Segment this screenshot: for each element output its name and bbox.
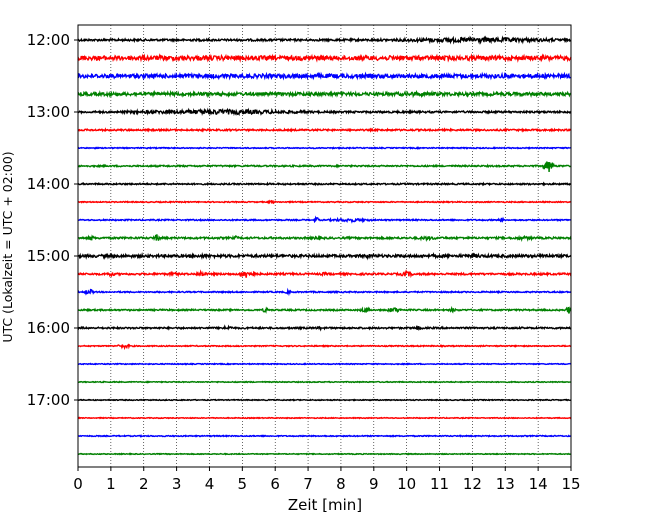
y-tick-label: 13:00 [27, 103, 70, 121]
x-tick-label: 15 [561, 475, 580, 493]
x-tick-label: 13 [496, 475, 515, 493]
x-axis-ticks: 0 1 2 3 4 5 6 7 8 9 10 11 12 13 14 15 [73, 467, 581, 493]
x-tick-label: 10 [397, 475, 416, 493]
trace-1315 [77, 127, 572, 133]
trace-1630 [77, 362, 572, 366]
y-axis-label: UTC (Lokalzeit = UTC + 02:00) [0, 151, 15, 342]
trace-1615 [77, 343, 572, 351]
y-tick-label: 15:00 [27, 247, 70, 265]
trace-1730 [77, 434, 572, 438]
plot-frame [77, 24, 572, 468]
trace-1200 [77, 35, 572, 45]
trace-1715 [77, 416, 572, 420]
trace-1415 [77, 199, 572, 205]
trace-1515 [77, 269, 572, 279]
x-axis-label: Zeit [min] [288, 496, 362, 514]
y-tick-label: 12:00 [27, 31, 70, 49]
trace-1400 [77, 181, 572, 187]
trace-1345 [77, 161, 572, 173]
trace-1230 [77, 71, 572, 81]
trace-1600 [77, 324, 572, 332]
x-tick-label: 1 [106, 475, 116, 493]
x-tick-label: 9 [369, 475, 379, 493]
y-tick-label: 14:00 [27, 175, 70, 193]
y-tick-label: 16:00 [27, 319, 70, 337]
y-axis-ticks: 12:00 13:00 14:00 15:00 16:00 17:00 [27, 31, 78, 409]
trace-1445 [77, 234, 572, 243]
trace-1215 [77, 53, 572, 63]
trace-1430 [77, 215, 572, 224]
x-tick-label: 12 [463, 475, 482, 493]
x-tick-label: 6 [270, 475, 280, 493]
x-tick-label: 11 [430, 475, 449, 493]
trace-1530 [77, 287, 572, 297]
trace-1300 [77, 107, 572, 117]
x-tick-label: 7 [303, 475, 313, 493]
trace-1245 [77, 89, 572, 99]
y-tick-label: 17:00 [27, 391, 70, 409]
trace-1545 [78, 305, 572, 314]
x-tick-label: 3 [172, 475, 182, 493]
x-tick-label: 8 [336, 475, 346, 493]
trace-1330 [77, 146, 572, 150]
trace-1745 [77, 452, 571, 456]
x-tick-label: 0 [73, 475, 83, 493]
trace-1645 [77, 380, 572, 384]
x-tick-label: 2 [139, 475, 149, 493]
trace-1700 [77, 398, 572, 402]
x-tick-label: 5 [238, 475, 248, 493]
trace-1500 [77, 251, 572, 261]
x-tick-label: 4 [205, 475, 215, 493]
trace-layer [77, 35, 572, 456]
x-tick-label: 14 [529, 475, 548, 493]
